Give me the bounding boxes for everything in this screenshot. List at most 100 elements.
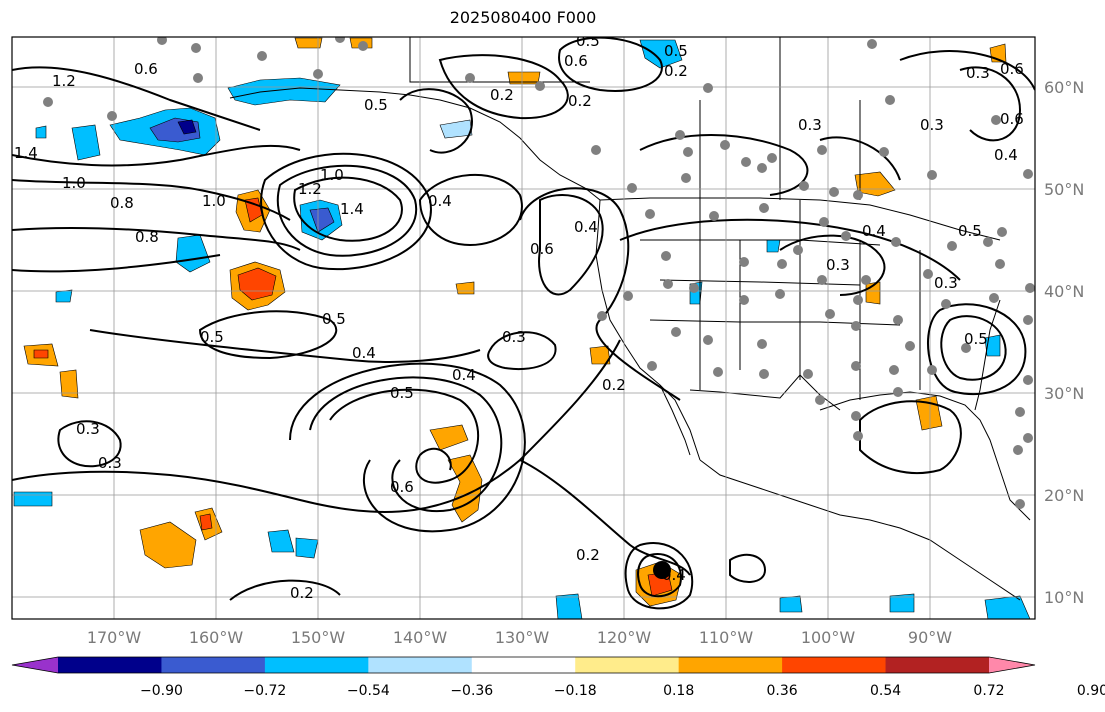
colorbar-segment: [782, 657, 887, 673]
contour-label: 0.4: [862, 222, 886, 240]
colorbar-tick-label: 0.72: [973, 683, 1004, 699]
colorbar-tick-label: −0.36: [450, 683, 493, 699]
colorbar-segment: [678, 657, 783, 673]
fill-pos-west1-core: [237, 267, 277, 301]
contour-label: 0.2: [490, 86, 514, 104]
contour-label: 0.4: [452, 366, 476, 384]
lon-tick-label: 170°W: [87, 628, 142, 647]
fill-neg-bering: [71, 124, 101, 161]
contour-label: 1.4: [340, 200, 364, 218]
fill-neg-aleutian-deep: [177, 119, 197, 135]
colorbar-tick-label: 0.18: [663, 683, 694, 699]
contour-blob: [399, 88, 473, 154]
anomaly-fills: [13, 37, 1031, 619]
contour-label: 0.5: [576, 32, 600, 50]
contour-label: 1.2: [298, 180, 322, 198]
contour-label: 0.2: [664, 62, 688, 80]
contour-2: [12, 144, 301, 167]
contour-label: 0.2: [568, 92, 592, 110]
contour-label: 0.3: [934, 274, 958, 292]
colorbar-tick-label: −0.90: [140, 683, 183, 699]
contour-label: 1.0: [202, 192, 226, 210]
fill-neg-gulf: [227, 77, 341, 106]
colorbar-extend-low: [12, 657, 58, 673]
fill-neg-alaska-lt: [439, 119, 473, 139]
gulf-coast: [819, 391, 1031, 521]
contour-gom: [859, 400, 962, 474]
colorbar-segment: [575, 657, 680, 673]
contour-label: 0.3: [966, 64, 990, 82]
alaska-border: [409, 37, 590, 83]
contour-label: 1.0: [62, 174, 86, 192]
lat-tick-label: 60°N: [1044, 78, 1084, 97]
fill-neg-trop1: [267, 529, 295, 553]
contour-label: 0.5: [958, 222, 982, 240]
contour-1: [12, 66, 261, 131]
lat-tick-labels: 60°N 50°N 40°N 30°N 20°N 10°N: [1044, 78, 1084, 607]
colorbar-segment: [471, 657, 576, 673]
contour-label: 0.3: [98, 454, 122, 472]
contour-label: 0.4: [574, 218, 598, 236]
contour-label: 0.3: [76, 420, 100, 438]
colorbar-segment: [368, 657, 473, 673]
plot-title: 2025080400 F000: [449, 8, 597, 27]
bc-coast: [595, 199, 701, 461]
lon-tick-label: 160°W: [189, 628, 244, 647]
contour-can2: [819, 136, 901, 181]
contour-label: 0.3: [502, 328, 526, 346]
contour-label: 0.6: [134, 60, 158, 78]
contour-label: 0.6: [390, 478, 414, 496]
contour-label: 1.0: [320, 166, 344, 184]
contour-label: 0.8: [110, 194, 134, 212]
contour-ne2: [959, 66, 1022, 142]
colorbar-outline: [11, 656, 1036, 674]
colorbar-tick-label: −0.54: [347, 683, 390, 699]
colorbar-segment: [161, 657, 266, 673]
colorbar-segment: [58, 657, 162, 673]
fill-neg-trop5: [779, 595, 803, 613]
contour-jet2: [276, 164, 418, 257]
contour-label: 0.3: [826, 256, 850, 274]
contour-label: 0.2: [576, 546, 600, 564]
contour-label: 0.8: [135, 228, 159, 246]
fill-neg-small2: [55, 289, 73, 303]
contour-label: 0.5: [964, 330, 988, 348]
contour-swirl1: [329, 388, 479, 484]
lat-tick-label: 10°N: [1044, 588, 1084, 607]
contour-label: 0.2: [602, 376, 626, 394]
contour-trop02: [229, 579, 341, 601]
contour-label: 0.3: [798, 116, 822, 134]
map-frame: [11, 36, 1036, 620]
lon-tick-label: 100°W: [801, 628, 856, 647]
contour-label: 1.4: [14, 144, 38, 162]
contour-label: 0.4: [352, 344, 376, 362]
contour-hi: [57, 420, 122, 468]
lon-tick-label: 110°W: [699, 628, 754, 647]
station-dots: [43, 37, 1035, 509]
contour-ak1: [558, 37, 663, 92]
fill-pos-west4: [59, 369, 79, 399]
contour-label: 0.4: [662, 566, 686, 584]
colorbar-tick-label: −0.72: [243, 683, 286, 699]
storm-center-marker: [653, 561, 671, 579]
lat-tick-label: 30°N: [1044, 384, 1084, 403]
contour-3: [12, 179, 291, 221]
contour-label: 0.6: [530, 240, 554, 258]
contour-long1: [12, 339, 621, 513]
contour-label: 0.5: [664, 42, 688, 60]
contour-coast1: [538, 194, 604, 296]
contour-hurr1: [637, 553, 682, 598]
contour-us1: [619, 218, 961, 281]
colorbar-tick-label: 0.36: [767, 683, 798, 699]
colorbar-extend-high: [989, 657, 1035, 673]
lon-tick-label: 120°W: [597, 628, 652, 647]
colorbar-tick-label: 0.90: [1077, 683, 1105, 699]
fill-neg-midlat-core: [309, 207, 335, 233]
contour-ak2: [438, 54, 569, 120]
fill-pos-n1: [294, 37, 323, 49]
baja: [659, 384, 691, 456]
contour-long2: [519, 459, 691, 576]
contour-label: 0.4: [428, 192, 452, 210]
contour-label: 0.6: [1000, 110, 1024, 128]
fill-pos-swirl2: [429, 424, 469, 451]
